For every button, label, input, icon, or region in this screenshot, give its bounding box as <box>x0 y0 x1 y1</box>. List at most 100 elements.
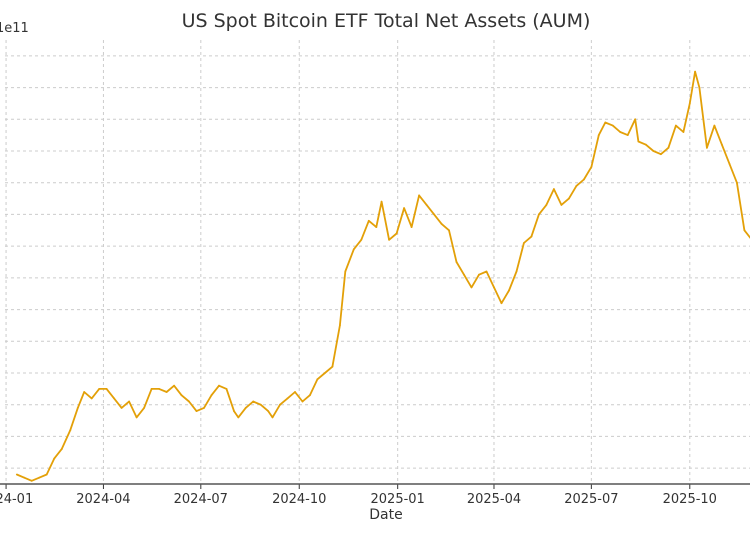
data-point <box>76 407 79 409</box>
data-point <box>286 397 289 400</box>
data-point <box>105 388 108 390</box>
data-point <box>410 226 413 229</box>
data-point <box>225 388 228 390</box>
data-point <box>331 365 334 368</box>
grid-layer <box>5 40 750 484</box>
data-point <box>244 407 247 409</box>
data-point <box>53 457 56 460</box>
data-point <box>706 146 708 149</box>
data-point <box>485 270 488 273</box>
data-point <box>294 391 296 393</box>
data-point <box>15 473 18 476</box>
data-point <box>619 131 622 133</box>
data-point <box>165 391 168 393</box>
data-point <box>736 181 738 184</box>
data-point <box>388 238 390 241</box>
data-point <box>279 403 281 406</box>
data-point <box>626 134 629 137</box>
data-point <box>478 273 480 276</box>
data-point <box>83 391 86 393</box>
data-point <box>500 302 503 305</box>
data-point <box>367 219 370 222</box>
data-point <box>203 407 205 409</box>
data-point <box>433 213 435 216</box>
data-point <box>259 403 262 406</box>
data-point <box>252 400 255 403</box>
data-point <box>120 407 123 409</box>
x-tick-label: 2024-07 <box>174 492 228 507</box>
data-point <box>403 207 405 210</box>
data-point <box>135 416 138 419</box>
data-point <box>560 204 563 206</box>
data-point <box>470 286 473 289</box>
data-point <box>590 166 593 168</box>
x-tick-label: 2025-01 <box>371 492 425 507</box>
data-point <box>344 270 347 273</box>
data-point <box>60 448 63 450</box>
data-point <box>173 384 176 387</box>
x-tick-label: 2025-07 <box>564 492 618 507</box>
series-layer <box>15 70 750 482</box>
x-tick-label: 2024-04 <box>76 492 130 507</box>
data-point <box>233 410 235 412</box>
y-axis-offset-label: 1e11 <box>0 21 29 36</box>
data-point <box>218 384 220 387</box>
data-point <box>380 200 383 203</box>
data-point <box>38 476 41 479</box>
data-point <box>604 121 607 124</box>
data-point <box>352 248 355 251</box>
data-point <box>455 261 458 263</box>
data-point <box>652 150 655 152</box>
data-point <box>128 400 131 403</box>
x-tick-label: 2024-01 <box>0 492 33 507</box>
data-point <box>743 229 746 232</box>
data-point <box>698 86 701 89</box>
data-point <box>113 397 115 400</box>
data-point <box>645 143 647 146</box>
x-axis-label: Date <box>369 507 402 523</box>
data-point <box>523 242 525 244</box>
data-point <box>339 324 341 327</box>
data-point <box>728 162 731 165</box>
data-point <box>301 400 304 403</box>
data-point <box>188 400 190 403</box>
data-point <box>271 416 274 419</box>
data-point <box>158 388 161 390</box>
data-point <box>360 238 363 241</box>
data-point <box>375 226 378 229</box>
data-point <box>634 118 637 121</box>
series-line <box>16 70 750 482</box>
data-point <box>150 388 153 390</box>
data-point <box>237 416 240 419</box>
data-point <box>611 124 614 127</box>
data-point <box>660 153 662 156</box>
data-point <box>195 410 198 412</box>
data-point <box>667 146 670 149</box>
data-point <box>324 372 326 374</box>
data-point <box>425 204 428 206</box>
data-point <box>448 229 450 232</box>
data-point <box>637 140 640 143</box>
data-point <box>210 394 213 397</box>
data-point <box>143 407 146 409</box>
data-point <box>267 410 270 412</box>
data-point <box>45 473 48 476</box>
data-point <box>508 289 510 292</box>
data-point <box>90 397 93 400</box>
data-point <box>694 70 696 73</box>
data-point <box>575 185 578 187</box>
x-tick-label: 2025-04 <box>467 492 521 507</box>
data-point <box>493 286 495 289</box>
data-point <box>309 394 311 397</box>
data-point <box>418 194 420 197</box>
data-point <box>713 124 716 127</box>
data-point <box>568 197 570 200</box>
axes-layer: 2024-01 2024-04 2024-07 2024-10 2025-01 2025-… <box>0 483 750 507</box>
data-point <box>463 273 465 276</box>
data-point <box>688 102 691 105</box>
x-tick-label: 2025-10 <box>663 492 717 507</box>
data-point <box>440 223 443 225</box>
data-point <box>316 378 319 381</box>
